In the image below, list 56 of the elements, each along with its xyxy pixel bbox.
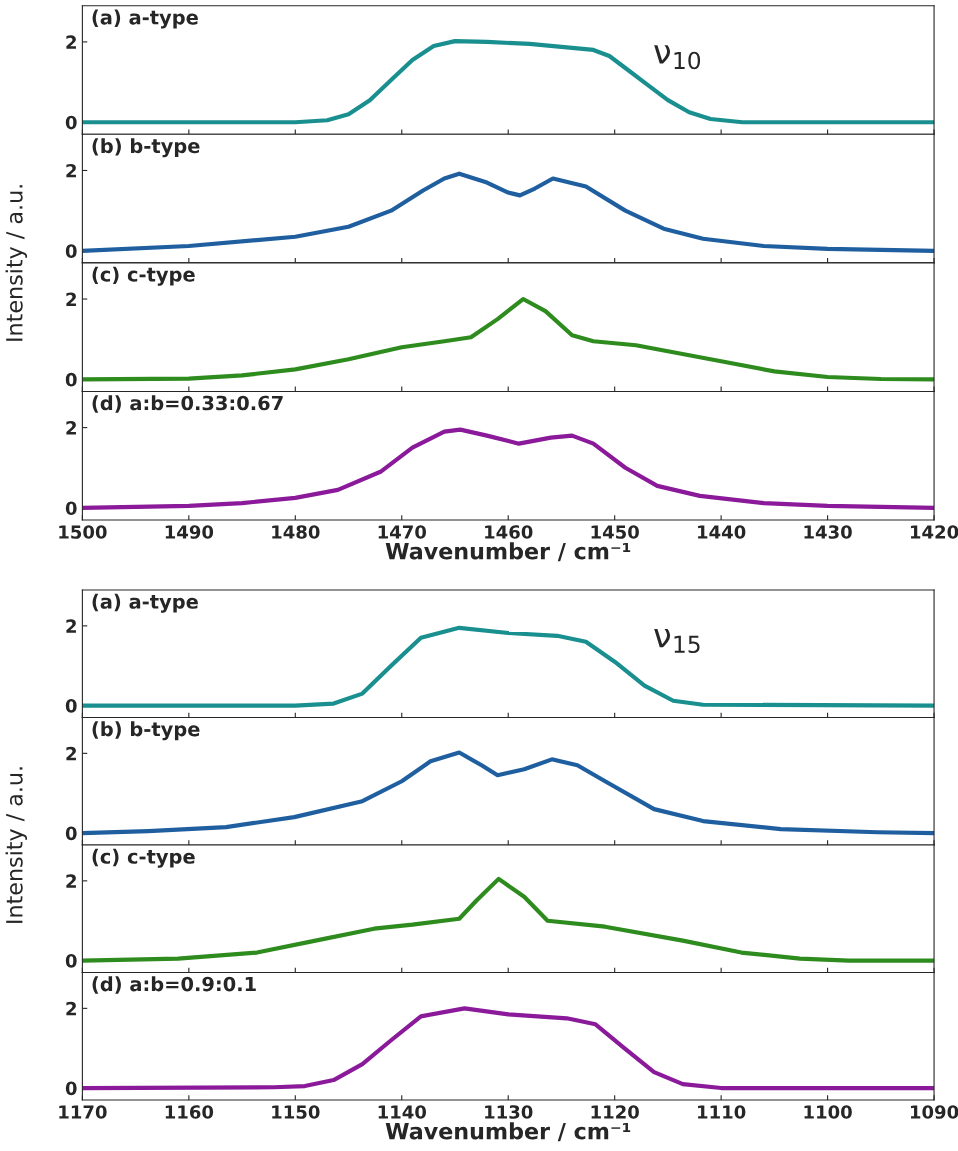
y-tick-label: 2	[66, 35, 76, 49]
x-tick-label: 1460	[485, 525, 533, 539]
y-tick-label: 0	[65, 826, 77, 841]
line-series	[82, 296, 935, 382]
line-series	[82, 876, 935, 963]
x-tick-label: 1130	[485, 1105, 533, 1119]
y-axis-title: Intensity / a.u.	[5, 767, 28, 923]
chart-title: (c) c-type	[92, 848, 195, 868]
x-tick-label: 1450	[591, 525, 639, 539]
chart-title: (a) a-type	[92, 593, 198, 613]
annotation: ν$_{15}$	[654, 629, 700, 654]
y-tick-label: 2	[66, 1001, 76, 1016]
y-axis-title: Intensity / a.u.	[5, 185, 28, 341]
x-tick-label: 1490	[165, 525, 214, 539]
chart-title: (b) b-type	[92, 138, 200, 158]
chart-title: (d) a:b=0.9:0.1	[92, 976, 256, 994]
y-tick-label: 0	[65, 1081, 77, 1096]
x-tick-label: 1100	[804, 1105, 852, 1119]
x-tick-label: 1140	[378, 1105, 427, 1119]
y-tick-label: 2	[66, 874, 76, 888]
y-tick-label: 2	[66, 619, 76, 633]
y-tick-label: 0	[65, 115, 77, 130]
y-tick-label: 0	[65, 372, 77, 387]
y-tick-label: 0	[65, 954, 77, 968]
x-tick-label: 1160	[165, 1105, 214, 1119]
y-tick-label: 0	[65, 699, 77, 713]
y-tick-label: 0	[65, 501, 77, 516]
x-tick-label: 1420	[910, 525, 958, 539]
x-tick-label: 1430	[804, 525, 852, 539]
x-tick-label: 1150	[272, 1105, 320, 1119]
line-series	[82, 625, 935, 708]
x-tick-label: 1500	[59, 525, 107, 539]
y-tick-label: 2	[66, 421, 76, 435]
line-series	[82, 171, 935, 253]
y-tick-label: 2	[66, 163, 76, 178]
chart-title: (d) a:b=0.33:0.67	[92, 395, 283, 413]
line-series	[82, 427, 935, 511]
x-tick-label: 1170	[59, 1105, 107, 1119]
y-tick-label: 0	[65, 244, 77, 258]
x-tick-label: 1120	[591, 1105, 639, 1119]
chart-title: (c) c-type	[92, 266, 195, 286]
x-tick-label: 1480	[272, 525, 320, 539]
x-tick-label: 1090	[910, 1105, 958, 1119]
line-series	[82, 750, 935, 836]
y-tick-label: 2	[66, 292, 76, 306]
line-series	[82, 1006, 935, 1091]
x-tick-label: 1470	[378, 525, 427, 539]
chart-title: (a) a-type	[92, 9, 198, 29]
x-axis-title: Wavenumber / cm⁻¹	[385, 1122, 631, 1142]
y-tick-label: 2	[66, 746, 76, 761]
annotation: ν$_{10}$	[654, 45, 701, 70]
x-axis-title: Wavenumber / cm⁻¹	[385, 542, 631, 562]
line-series	[82, 39, 935, 125]
x-tick-label: 1440	[698, 525, 746, 539]
x-tick-label: 1110	[698, 1105, 746, 1119]
chart-title: (b) b-type	[92, 721, 200, 741]
